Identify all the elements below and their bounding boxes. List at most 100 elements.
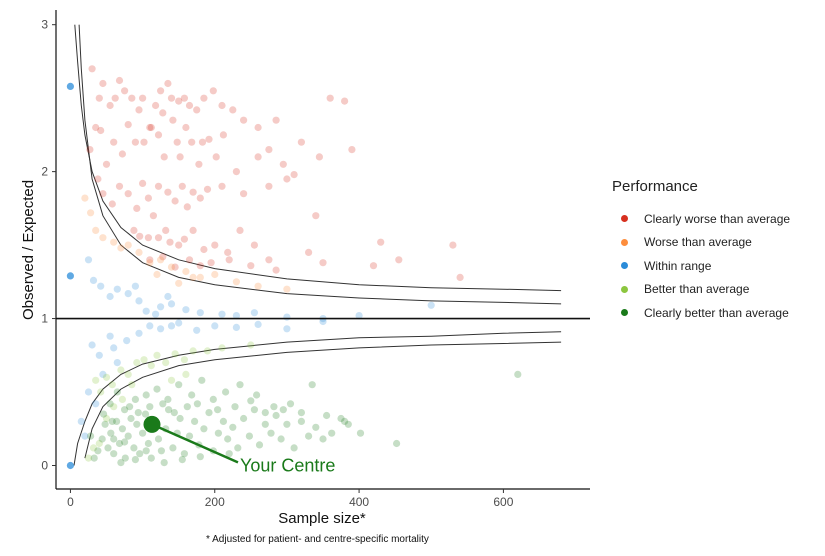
data-point bbox=[203, 347, 212, 355]
data-point bbox=[171, 197, 179, 205]
data-point bbox=[319, 435, 327, 443]
legend-title: Performance bbox=[612, 178, 698, 195]
data-point bbox=[224, 248, 232, 256]
data-point bbox=[153, 351, 161, 359]
data-point bbox=[130, 444, 138, 452]
data-point bbox=[166, 238, 174, 246]
data-point bbox=[449, 241, 457, 249]
data-point bbox=[225, 450, 233, 458]
data-point bbox=[200, 94, 208, 102]
data-point bbox=[157, 325, 165, 333]
data-point bbox=[265, 146, 273, 154]
data-point bbox=[121, 454, 129, 462]
data-point bbox=[265, 182, 273, 190]
data-point bbox=[341, 417, 349, 425]
data-point bbox=[377, 238, 385, 246]
data-point bbox=[108, 417, 116, 425]
data-point bbox=[305, 248, 313, 256]
funnel-limits bbox=[73, 24, 562, 466]
data-point bbox=[147, 362, 155, 370]
data-point bbox=[180, 235, 188, 243]
data-point bbox=[111, 94, 119, 102]
data-point bbox=[254, 320, 262, 328]
data-point bbox=[102, 373, 111, 381]
data-point bbox=[102, 160, 111, 168]
data-point bbox=[92, 123, 100, 132]
data-point bbox=[211, 322, 219, 330]
data-point bbox=[514, 370, 522, 378]
data-point bbox=[218, 310, 226, 318]
data-point bbox=[195, 160, 203, 168]
data-point bbox=[153, 385, 161, 393]
data-point bbox=[200, 245, 208, 254]
y-tick-label: 3 bbox=[41, 18, 48, 32]
data-point bbox=[315, 153, 323, 161]
data-point bbox=[211, 241, 219, 249]
data-point bbox=[212, 153, 220, 161]
data-point bbox=[131, 395, 139, 403]
data-point bbox=[133, 204, 141, 212]
data-point bbox=[157, 256, 165, 264]
data-point bbox=[182, 306, 190, 314]
data-point bbox=[99, 190, 107, 198]
data-point bbox=[157, 447, 165, 455]
data-point bbox=[232, 312, 240, 320]
data-point bbox=[66, 272, 74, 280]
footnote: * Adjusted for patient- and centre-speci… bbox=[206, 534, 429, 545]
legend-key-dot bbox=[621, 215, 628, 223]
data-point bbox=[191, 417, 199, 425]
data-point bbox=[98, 435, 106, 443]
data-point bbox=[127, 414, 135, 423]
legend-label: Better than average bbox=[644, 282, 750, 297]
data-point bbox=[175, 279, 183, 287]
data-point bbox=[175, 241, 183, 249]
data-point bbox=[240, 190, 248, 198]
data-point bbox=[183, 203, 191, 211]
your-centre-pointer bbox=[151, 423, 239, 464]
y-axis-ticks: 0 1 2 3 bbox=[41, 18, 56, 472]
data-point bbox=[153, 270, 161, 279]
data-point bbox=[196, 194, 204, 202]
data-point bbox=[89, 276, 98, 284]
data-point bbox=[232, 278, 240, 286]
data-point bbox=[456, 273, 464, 281]
data-point bbox=[157, 87, 165, 95]
data-point bbox=[189, 273, 197, 281]
data-point bbox=[89, 444, 98, 452]
data-point bbox=[279, 160, 287, 168]
data-point bbox=[193, 326, 201, 334]
data-point bbox=[297, 138, 305, 146]
data-point bbox=[224, 435, 232, 443]
data-point bbox=[312, 212, 320, 220]
data-point bbox=[108, 381, 116, 389]
data-point bbox=[146, 256, 154, 264]
data-point bbox=[182, 370, 190, 378]
data-point bbox=[115, 439, 124, 448]
data-point bbox=[147, 454, 155, 462]
data-point bbox=[146, 403, 154, 411]
data-point bbox=[84, 388, 93, 396]
data-point bbox=[254, 282, 262, 290]
data-point bbox=[121, 438, 129, 446]
data-point bbox=[94, 175, 102, 183]
data-point bbox=[123, 337, 131, 345]
data-point bbox=[142, 391, 150, 399]
data-point bbox=[261, 420, 269, 428]
data-point bbox=[124, 241, 132, 249]
data-point bbox=[106, 400, 114, 408]
data-point bbox=[135, 248, 143, 256]
data-point bbox=[135, 329, 143, 337]
data-point bbox=[245, 432, 253, 440]
data-point bbox=[66, 461, 74, 470]
data-point bbox=[253, 391, 261, 399]
data-point bbox=[149, 212, 157, 220]
legend-item: Clearly worse than average bbox=[612, 207, 790, 231]
data-point bbox=[169, 444, 177, 452]
data-point bbox=[141, 410, 150, 418]
data-point bbox=[106, 101, 114, 110]
data-point bbox=[196, 262, 204, 270]
data-point bbox=[104, 444, 112, 452]
data-point bbox=[95, 439, 103, 448]
data-point bbox=[99, 79, 107, 88]
data-point bbox=[154, 234, 163, 242]
